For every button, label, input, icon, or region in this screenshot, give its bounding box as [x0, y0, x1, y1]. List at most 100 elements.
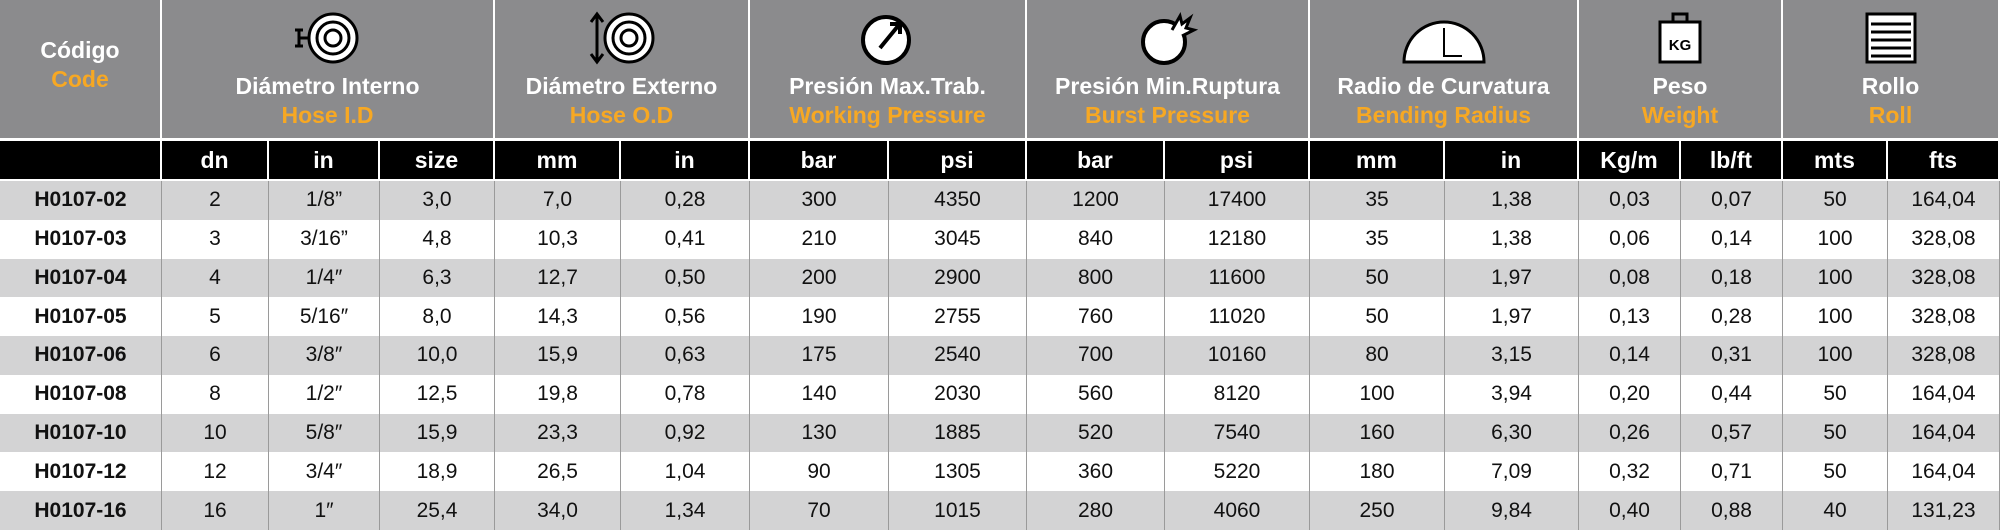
cell: 0,28 [1681, 297, 1783, 337]
cell: 10,0 [380, 336, 495, 375]
cell: 35 [1310, 219, 1445, 259]
cell: 328,08 [1888, 219, 2000, 259]
cell: 3/4″ [269, 452, 380, 492]
header-subtitle: Hose O.D [569, 102, 674, 128]
header-icon [587, 10, 657, 71]
cell: 1200 [1027, 181, 1165, 220]
header-group: Diámetro Externo Hose O.D [495, 0, 750, 138]
row-bg [0, 297, 2000, 337]
cell: 70 [750, 491, 889, 530]
cell: 100 [1783, 219, 1888, 259]
cell: 130 [750, 413, 889, 453]
cell: 0,56 [621, 297, 750, 337]
unit-cell: psi [889, 141, 1027, 179]
unit-cell: in [621, 141, 750, 179]
cell: 1305 [889, 452, 1027, 492]
row-bg [0, 452, 2000, 492]
cell: 4060 [1165, 491, 1310, 530]
header-group: Presión Max.Trab. Working Pressure [750, 0, 1027, 138]
unit-cell: lb/ft [1681, 141, 1783, 179]
cell: 1,38 [1445, 181, 1579, 220]
cell: 19,8 [495, 374, 621, 414]
cell: 16 [162, 491, 269, 530]
cell: 0,18 [1681, 258, 1783, 298]
cell: 328,08 [1888, 336, 2000, 375]
unit-cell: mm [495, 141, 621, 179]
cell: 2030 [889, 374, 1027, 414]
row-code: H0107-04 [0, 258, 162, 298]
cell: 0,63 [621, 336, 750, 375]
header-title: Código [40, 37, 120, 63]
row-code: H0107-02 [0, 181, 162, 220]
cell: 4,8 [380, 219, 495, 259]
header-icon [1399, 10, 1489, 71]
header-title: Peso [1652, 73, 1708, 99]
row-bg [0, 336, 2000, 375]
cell: 180 [1310, 452, 1445, 492]
cell: 50 [1783, 181, 1888, 220]
cell: 140 [750, 374, 889, 414]
cell: 4350 [889, 181, 1027, 220]
cell: 6,3 [380, 258, 495, 298]
cell: 11600 [1165, 258, 1310, 298]
cell: 100 [1783, 258, 1888, 298]
cell: 210 [750, 219, 889, 259]
cell: 0,20 [1579, 374, 1681, 414]
icon-text: KG [1669, 37, 1692, 54]
cell: 0,28 [621, 181, 750, 220]
cell: 15,9 [380, 413, 495, 453]
cell: 1″ [269, 491, 380, 530]
header-subtitle: Burst Pressure [1085, 102, 1250, 128]
row-code: H0107-10 [0, 413, 162, 453]
unit-cell [0, 141, 162, 179]
header-title: Diámetro Externo [525, 73, 718, 99]
cell: 1,34 [621, 491, 750, 530]
header-icon: KG [1655, 10, 1705, 71]
row-code: H0107-08 [0, 374, 162, 414]
row-bg [0, 258, 2000, 298]
cell: 1015 [889, 491, 1027, 530]
cell: 6 [162, 336, 269, 375]
cell: 520 [1027, 413, 1165, 453]
cell: 3,15 [1445, 336, 1579, 375]
cell: 164,04 [1888, 413, 2000, 453]
cell: 15,9 [495, 336, 621, 375]
cell: 50 [1310, 258, 1445, 298]
cell: 2 [162, 181, 269, 220]
cell: 131,23 [1888, 491, 2000, 530]
header-group: Rollo Roll [1783, 0, 2000, 138]
cell: 5/16″ [269, 297, 380, 337]
row-bg [0, 374, 2000, 414]
cell: 10,3 [495, 219, 621, 259]
cell: 5220 [1165, 452, 1310, 492]
unit-cell: mts [1783, 141, 1888, 179]
cell: 0,07 [1681, 181, 1783, 220]
cell: 800 [1027, 258, 1165, 298]
cell: 0,41 [621, 219, 750, 259]
cell: 7,0 [495, 181, 621, 220]
cell: 14,3 [495, 297, 621, 337]
row-bg [0, 413, 2000, 453]
header-title: Rollo [1861, 73, 1920, 99]
cell: 0,08 [1579, 258, 1681, 298]
row-bg [0, 181, 2000, 220]
unit-cell: mm [1310, 141, 1445, 179]
cell: 50 [1783, 413, 1888, 453]
header-icon [293, 10, 363, 71]
cell: 12,5 [380, 374, 495, 414]
cell: 2755 [889, 297, 1027, 337]
cell: 50 [1310, 297, 1445, 337]
cell: 0,57 [1681, 413, 1783, 453]
header-icon [1138, 10, 1198, 71]
header-icon [1861, 10, 1921, 71]
cell: 250 [1310, 491, 1445, 530]
cell: 0,88 [1681, 491, 1783, 530]
header-title: Presión Max.Trab. [789, 73, 986, 99]
header-title: Diámetro Interno [235, 73, 420, 99]
cell: 10160 [1165, 336, 1310, 375]
cell: 18,9 [380, 452, 495, 492]
cell: 3,94 [1445, 374, 1579, 414]
cell: 90 [750, 452, 889, 492]
cell: 17400 [1165, 181, 1310, 220]
cell: 3045 [889, 219, 1027, 259]
